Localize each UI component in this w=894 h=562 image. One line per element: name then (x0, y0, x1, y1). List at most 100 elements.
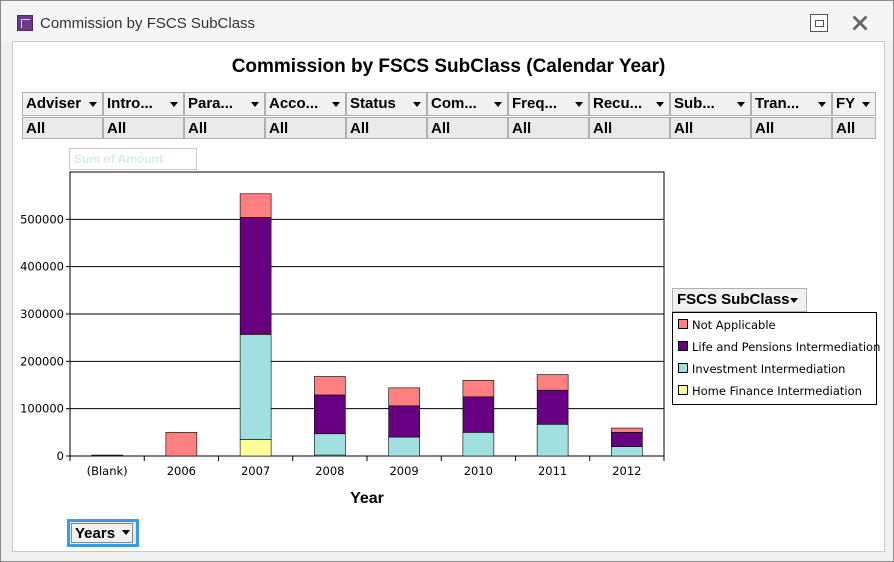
maximize-button[interactable] (810, 14, 828, 32)
legend-swatch (678, 319, 688, 329)
close-button[interactable] (851, 14, 869, 32)
x-tick-label: 2007 (241, 464, 270, 478)
filter-field-label: Recu... (593, 95, 643, 112)
bar-segment (91, 454, 123, 457)
window-title: Commission by FSCS SubClass (40, 15, 256, 32)
chevron-down-icon (862, 102, 870, 107)
bar-segment (462, 432, 495, 457)
data-field-button[interactable]: Sum of Amount (69, 148, 197, 170)
legend-field-label: FSCS SubClass (677, 291, 790, 308)
filter-value[interactable]: All (427, 117, 508, 139)
chevron-down-icon (575, 102, 583, 107)
bar-segment (239, 439, 272, 457)
filter-field-label: FY (836, 95, 856, 112)
legend-label: Investment Intermediation (692, 362, 846, 376)
bar-segment (536, 423, 569, 457)
bar-segment (536, 389, 569, 425)
chevron-down-icon (251, 102, 259, 107)
legend-swatch (678, 363, 688, 373)
filter-field-button[interactable]: Intro... (103, 92, 184, 116)
filter-field-button[interactable]: Com... (427, 92, 508, 116)
bar-segment (388, 387, 420, 407)
bar-segment (314, 394, 346, 435)
filter-value[interactable]: All (346, 117, 427, 139)
filter-field-button[interactable]: Freq... (508, 92, 589, 116)
x-tick-label: 2006 (167, 464, 196, 478)
bar-segment (611, 446, 643, 457)
title-bar: Commission by FSCS SubClass (1, 1, 893, 41)
y-tick-label: 0 (57, 449, 64, 463)
filter-value[interactable]: All (103, 117, 184, 139)
filter-field-label: Intro... (107, 95, 153, 112)
filter-field-button[interactable]: Adviser (22, 92, 103, 116)
bar-segment (462, 379, 495, 398)
y-tick-label: 500000 (20, 212, 64, 226)
filter-field-label: Com... (431, 95, 477, 112)
legend-swatch (678, 341, 688, 351)
bar-segment (314, 376, 346, 396)
filter-field-button[interactable]: Para... (184, 92, 265, 116)
legend-swatch (678, 385, 688, 395)
filter-field-label: Adviser (26, 95, 82, 112)
x-tick-label: (Blank) (87, 464, 128, 478)
row-field-button[interactable]: Years (67, 519, 139, 547)
filter-value[interactable]: All (670, 117, 751, 139)
app-icon (17, 15, 33, 31)
filter-field-button[interactable]: Recu... (589, 92, 670, 116)
chart-panel: Commission by FSCS SubClass (Calendar Ye… (12, 41, 885, 552)
filter-field-button[interactable]: Sub... (670, 92, 751, 116)
chart-title: Commission by FSCS SubClass (Calendar Ye… (231, 56, 666, 77)
bar-segment (388, 405, 420, 438)
filter-field-label: Acco... (269, 95, 319, 112)
chevron-down-icon (170, 102, 178, 107)
bar-segment (239, 217, 272, 335)
x-tick-label: 2008 (315, 464, 344, 478)
x-tick-label: 2011 (538, 464, 567, 478)
chevron-down-icon (89, 102, 97, 107)
bar-segment (536, 374, 569, 391)
filter-value[interactable]: All (589, 117, 670, 139)
legend-label: Life and Pensions Intermediation (692, 340, 881, 354)
legend-field-button[interactable]: FSCS SubClass (672, 288, 807, 312)
filter-field-button[interactable]: Status (346, 92, 427, 116)
bar-segment (388, 436, 420, 457)
bar-segment (165, 432, 198, 457)
stacked-bar-chart: 0 100000 200000 300000 400000 500000 (Blank) 20… (20, 171, 665, 507)
chevron-down-icon (737, 102, 745, 107)
y-tick-label: 100000 (20, 402, 64, 416)
x-tick-label: 2012 (612, 464, 641, 478)
chevron-down-icon (122, 530, 130, 535)
bar-segment (611, 432, 643, 447)
filter-field-button[interactable]: Acco... (265, 92, 346, 116)
filter-field-button[interactable]: FY (832, 92, 876, 116)
filter-field-label: Para... (188, 95, 234, 112)
filter-field-label: Sub... (674, 95, 715, 112)
filter-value[interactable]: All (751, 117, 832, 139)
bar-segment (239, 334, 272, 440)
filter-value[interactable]: All (832, 117, 876, 139)
filter-field-button[interactable]: Tran... (751, 92, 832, 116)
chevron-down-icon (790, 298, 798, 303)
chevron-down-icon (494, 102, 502, 107)
x-tick-label: 2010 (464, 464, 493, 478)
chart-legend: Not Applicable Life and Pensions Intermed… (672, 312, 881, 405)
legend-label: Home Finance Intermediation (692, 384, 862, 398)
legend-label: Not Applicable (692, 318, 776, 332)
bar-segment (239, 193, 272, 218)
filter-field-label: Status (350, 95, 396, 112)
filter-value[interactable]: All (22, 117, 103, 139)
filter-field-label: Tran... (755, 95, 800, 112)
x-axis-label: Year (350, 490, 384, 507)
close-icon (852, 15, 868, 31)
filter-value[interactable]: All (265, 117, 346, 139)
filter-value[interactable]: All (184, 117, 265, 139)
chevron-down-icon (818, 102, 826, 107)
y-tick-label: 400000 (20, 260, 64, 274)
chevron-down-icon (413, 102, 421, 107)
bar-segment (462, 396, 495, 433)
bar-segment (611, 427, 643, 433)
filter-value[interactable]: All (508, 117, 589, 139)
y-tick-label: 300000 (20, 307, 64, 321)
filter-field-label: Freq... (512, 95, 558, 112)
